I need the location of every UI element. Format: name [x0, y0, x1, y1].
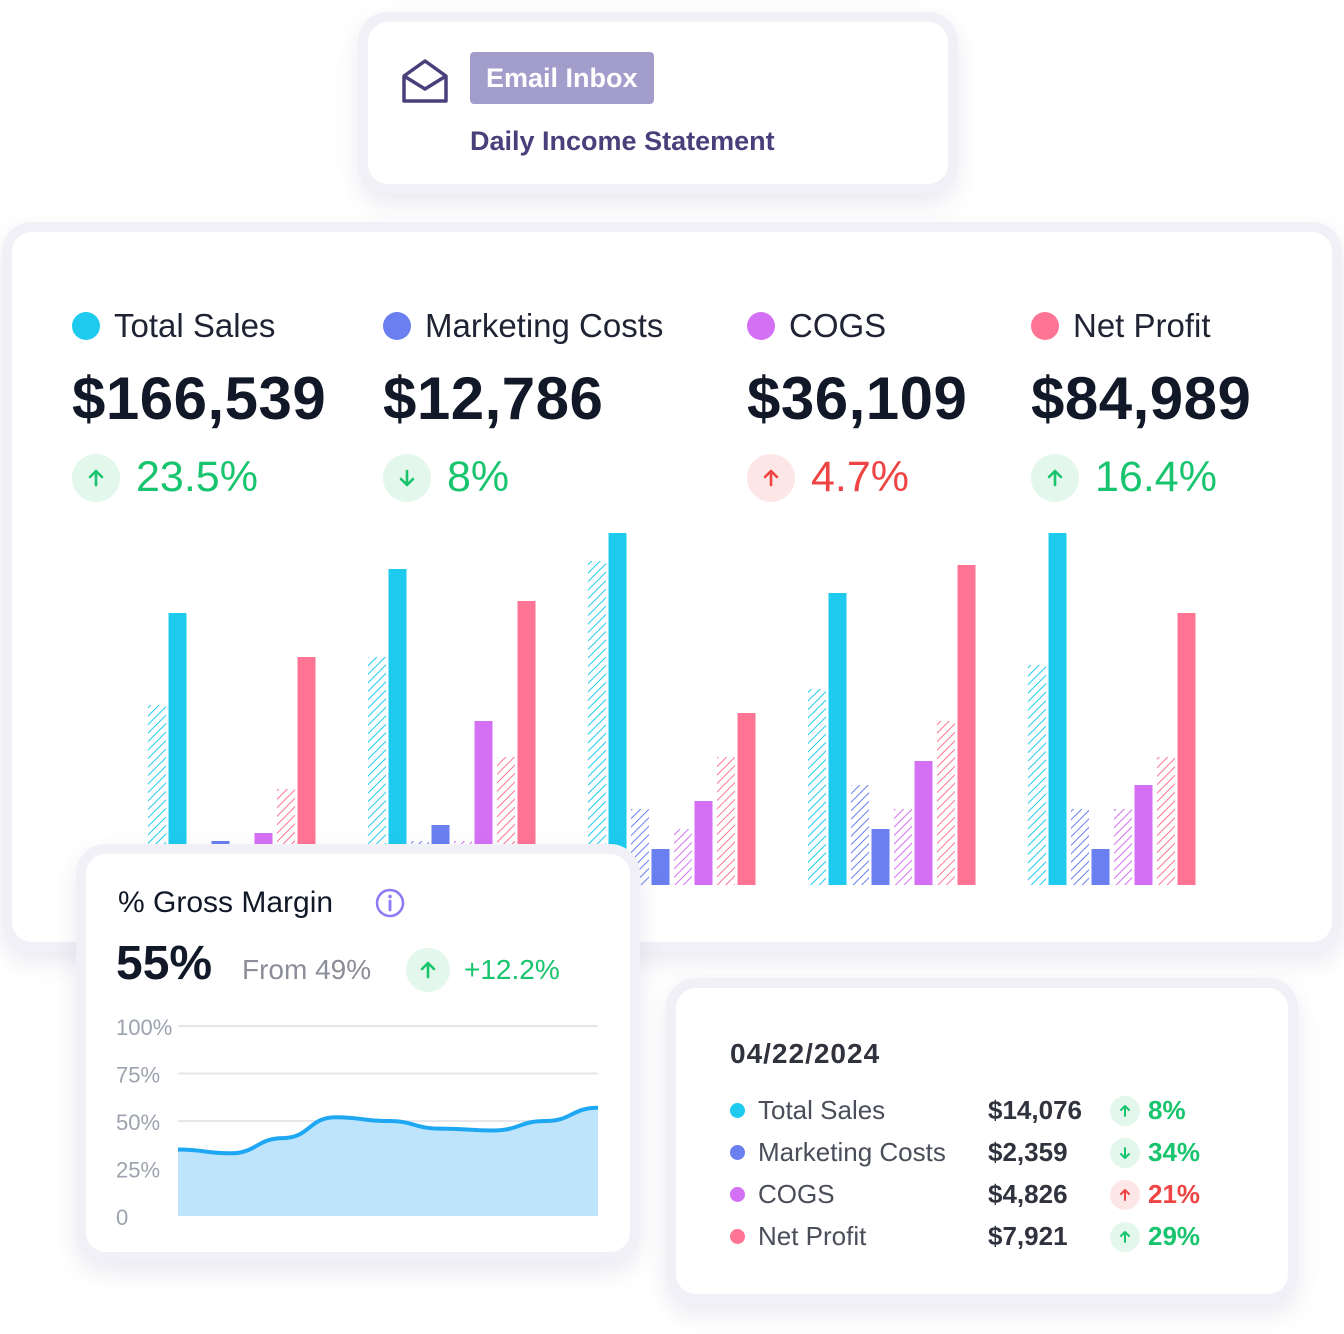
- metric-value: $12,786: [383, 365, 604, 432]
- bar-total-sales: [828, 593, 847, 885]
- summary-change: 29%: [1148, 1221, 1201, 1251]
- y-tick-label: 100%: [116, 1015, 172, 1040]
- metric-change: 4.7%: [811, 453, 910, 501]
- bar-net-profit-previous: [937, 721, 955, 885]
- bar-net-profit: [1177, 613, 1196, 885]
- arrow-down-icon: [383, 453, 431, 502]
- metric-label: COGS: [789, 307, 887, 344]
- arrow-up-icon: [747, 453, 795, 502]
- metric-net-profit: Net Profit $84,989 16.4%: [1031, 304, 1251, 502]
- metric-change: 16.4%: [1095, 453, 1217, 501]
- bar-marketing-costs-previous: [1071, 809, 1089, 885]
- info-icon[interactable]: [374, 887, 406, 919]
- daily-summary-card: 04/22/2024 Total Sales $14,076 8% Market…: [666, 978, 1298, 1304]
- gross-margin-card: 100% 75% 50% 25% 0 % Gross Margin 55% From 4…: [76, 844, 640, 1262]
- summary-row-cogs: COGS $4,826 21%: [730, 1174, 1270, 1216]
- arrow-up-icon: [406, 948, 450, 992]
- bar-cogs-previous: [674, 829, 692, 885]
- legend-dot: [730, 1103, 745, 1118]
- metric-value: $84,989: [1031, 365, 1252, 432]
- bar-total-sales: [168, 613, 187, 885]
- metric-value: $166,539: [72, 365, 327, 432]
- bar-total-sales-previous: [588, 561, 606, 885]
- legend-dot: [72, 312, 100, 340]
- gross-margin-title: % Gross Margin: [118, 886, 334, 919]
- summary-change: 21%: [1148, 1179, 1201, 1209]
- metric-change: 8%: [447, 453, 510, 501]
- summary-date: 04/22/2024: [730, 1038, 881, 1069]
- bar-total-sales: [388, 569, 407, 885]
- metric-cogs: COGS $36,109 4.7%: [747, 304, 967, 502]
- metric-label: Marketing Costs: [425, 307, 664, 344]
- bar-net-profit: [957, 565, 976, 885]
- bar-total-sales: [1048, 533, 1067, 885]
- bar-cogs-previous: [894, 809, 912, 885]
- arrow-up-icon: [1110, 1096, 1140, 1126]
- bar-total-sales: [608, 533, 627, 885]
- legend-dot: [383, 312, 411, 340]
- email-inbox-badge: Email Inbox: [470, 52, 654, 104]
- legend-dot: [1031, 312, 1059, 340]
- summary-change: 34%: [1148, 1137, 1201, 1167]
- summary-label: Marketing Costs: [758, 1137, 946, 1167]
- metric-label: Total Sales: [114, 307, 276, 344]
- email-subtitle: Daily Income Statement: [470, 126, 775, 156]
- metrics-card: Total Sales $166,539 23.5% Marketing Cos…: [2, 222, 1342, 952]
- metric-total-sales: Total Sales $166,539 23.5%: [72, 304, 326, 502]
- bar-cogs: [914, 761, 933, 885]
- bar-net-profit: [297, 657, 316, 885]
- open-envelope-icon: [402, 59, 448, 103]
- bar-marketing-costs: [871, 829, 890, 885]
- bar-cogs: [694, 801, 713, 885]
- legend-dot: [730, 1229, 745, 1244]
- gross-margin-value: 55%: [116, 937, 213, 990]
- arrow-up-icon: [1110, 1180, 1140, 1210]
- summary-row-marketing-costs: Marketing Costs $2,359 34%: [730, 1132, 1270, 1174]
- bar-net-profit-previous: [717, 757, 735, 885]
- summary-label: Net Profit: [758, 1221, 867, 1251]
- y-tick-label: 25%: [116, 1158, 160, 1183]
- bar-net-profit-previous: [1157, 757, 1175, 885]
- bar-marketing-costs-previous: [851, 785, 869, 885]
- email-card[interactable]: Email Inbox Daily Income Statement: [358, 12, 958, 194]
- bar-net-profit: [737, 713, 756, 885]
- arrow-up-icon: [1110, 1222, 1140, 1252]
- arrow-up-icon: [1031, 453, 1079, 502]
- summary-row-net-profit: Net Profit $7,921 29%: [730, 1216, 1270, 1258]
- bar-total-sales-previous: [148, 705, 166, 885]
- summary-value: $2,359: [988, 1137, 1068, 1167]
- bar-net-profit: [517, 601, 536, 885]
- arrow-down-icon: [1110, 1138, 1140, 1168]
- legend-dot: [730, 1145, 745, 1160]
- bar-marketing-costs: [651, 849, 670, 885]
- bar-total-sales-previous: [808, 689, 826, 885]
- bar-total-sales-previous: [1028, 665, 1046, 885]
- metric-label: Net Profit: [1073, 307, 1211, 344]
- bar-total-sales-previous: [368, 657, 386, 885]
- legend-dot: [730, 1187, 745, 1202]
- area-fill: [178, 1107, 598, 1216]
- arrow-up-icon: [72, 453, 120, 502]
- metric-change: 23.5%: [136, 453, 258, 501]
- y-tick-label: 75%: [116, 1063, 160, 1088]
- bar-cogs-previous: [1114, 809, 1132, 885]
- gross-margin-change: +12.2%: [464, 954, 560, 985]
- summary-change: 8%: [1148, 1095, 1186, 1125]
- y-tick-label: 50%: [116, 1110, 160, 1135]
- summary-row-total-sales: Total Sales $14,076 8%: [730, 1090, 1270, 1132]
- bar-cogs: [1134, 785, 1153, 885]
- gross-margin-from: From 49%: [242, 954, 372, 985]
- metric-marketing-costs: Marketing Costs $12,786 8%: [383, 304, 663, 502]
- area-line: [177, 1105, 599, 1156]
- legend-dot: [747, 312, 775, 340]
- y-tick-label: 0: [116, 1205, 128, 1230]
- metric-value: $36,109: [747, 365, 968, 432]
- bar-marketing-costs: [1091, 849, 1110, 885]
- summary-value: $14,076: [988, 1095, 1082, 1125]
- gross-margin-area-chart: 100% 75% 50% 25% 0: [116, 1015, 599, 1230]
- summary-value: $4,826: [988, 1179, 1068, 1209]
- summary-label: Total Sales: [758, 1095, 886, 1125]
- summary-value: $7,921: [988, 1221, 1068, 1251]
- summary-label: COGS: [758, 1179, 835, 1209]
